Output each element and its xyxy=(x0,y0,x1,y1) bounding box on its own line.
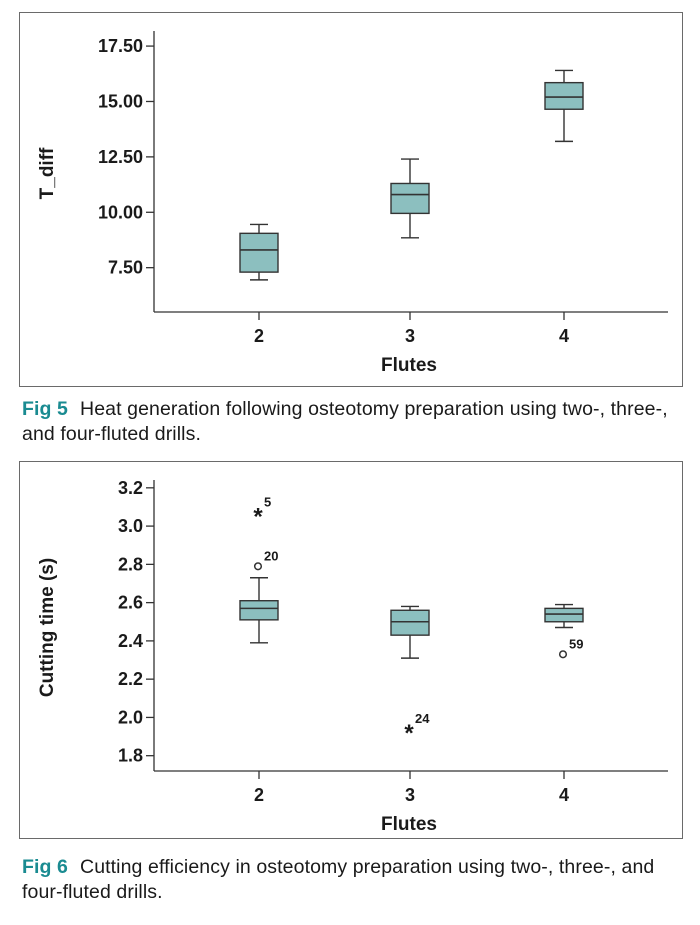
chart-panel-fig6: 1.8 2.0 2.2 2.4 2.6 2.8 3.0 3.2 2 3 4 Flutes Cutting… xyxy=(19,461,683,839)
chart1-y-axis-title: T_diff xyxy=(37,147,58,199)
outlier-label: 20 xyxy=(264,548,278,563)
iqr-box xyxy=(390,182,430,215)
chart1-x-tick-label: 4 xyxy=(559,326,569,346)
chart2-y-tick-label: 2.8 xyxy=(118,554,143,574)
chart2-outlier-24: *24 xyxy=(404,711,430,747)
chart2-box-3 xyxy=(390,605,430,659)
outlier-label: 24 xyxy=(415,711,430,726)
boxplot-cutting-time: 1.8 2.0 2.2 2.4 2.6 2.8 3.0 3.2 2 3 4 Flutes Cutting… xyxy=(37,478,668,835)
chart-panel-fig5: 7.50 10.00 12.50 15.00 17.50 2 3 4 Flutes T_diff xyxy=(19,12,683,387)
iqr-box xyxy=(544,81,584,110)
caption-fig6-text: Cutting efficiency in osteotomy preparat… xyxy=(22,856,655,903)
chart2-y-tick-label: 1.8 xyxy=(118,746,143,766)
iqr-box xyxy=(544,607,584,623)
chart1-y-tick-label: 15.00 xyxy=(98,91,143,111)
iqr-box xyxy=(239,600,279,621)
chart2-y-tick-label: 3.2 xyxy=(118,478,143,498)
chart1-x-axis-title: Flutes xyxy=(381,355,437,376)
chart1-x-tick-label: 3 xyxy=(405,326,415,346)
chart1-y-tick-label: 17.50 xyxy=(98,36,143,56)
chart1-box-2 xyxy=(239,223,279,281)
chart2-outlier-59: 59 xyxy=(558,636,583,659)
outlier-label: 5 xyxy=(264,495,271,510)
chart1-y-tick-label: 10.00 xyxy=(98,202,143,222)
chart2-y-tick-label: 2.2 xyxy=(118,669,143,689)
iqr-box xyxy=(390,609,430,636)
chart2-outlier-20: 20 xyxy=(253,548,278,571)
outlier-extreme-marker: * xyxy=(253,504,263,531)
chart2-y-axis-title: Cutting time (s) xyxy=(37,558,58,697)
outlier-circle-marker xyxy=(558,650,568,659)
chart2-box-2 xyxy=(239,577,279,644)
outlier-extreme-marker: * xyxy=(404,720,414,747)
chart1-x-tick-label: 2 xyxy=(254,326,264,346)
iqr-box xyxy=(239,232,279,273)
chart1-box-4 xyxy=(544,69,584,143)
chart1-y-tick-label: 7.50 xyxy=(108,258,143,278)
chart2-x-tick-label: 4 xyxy=(559,785,569,805)
caption-fig6: Fig 6 Cutting efficiency in osteotomy pre… xyxy=(22,855,682,905)
chart2-y-tick-label: 2.4 xyxy=(118,631,143,651)
chart1-y-tick-label: 12.50 xyxy=(98,147,143,167)
chart1-box-3 xyxy=(390,158,430,239)
caption-fig6-label: Fig 6 xyxy=(22,856,69,878)
chart2-y-tick-label: 2.0 xyxy=(118,707,143,727)
chart2-x-axis-title: Flutes xyxy=(381,814,437,835)
chart2-y-tick-label: 3.0 xyxy=(118,516,143,536)
outlier-label: 59 xyxy=(569,636,583,651)
caption-fig5: Fig 5 Heat generation following osteotomy… xyxy=(22,397,682,447)
caption-fig5-text: Heat generation following osteotomy prep… xyxy=(22,398,668,445)
chart2-outlier-5: *5 xyxy=(253,495,271,531)
caption-fig5-label: Fig 5 xyxy=(22,398,69,420)
chart2-x-tick-label: 2 xyxy=(254,785,264,805)
outlier-circle-marker xyxy=(253,562,263,571)
chart2-y-tick-label: 2.6 xyxy=(118,593,143,613)
chart2-x-tick-label: 3 xyxy=(405,785,415,805)
boxplot-t-diff: 7.50 10.00 12.50 15.00 17.50 2 3 4 Flutes T_diff xyxy=(37,31,668,376)
chart2-box-4 xyxy=(544,603,584,629)
